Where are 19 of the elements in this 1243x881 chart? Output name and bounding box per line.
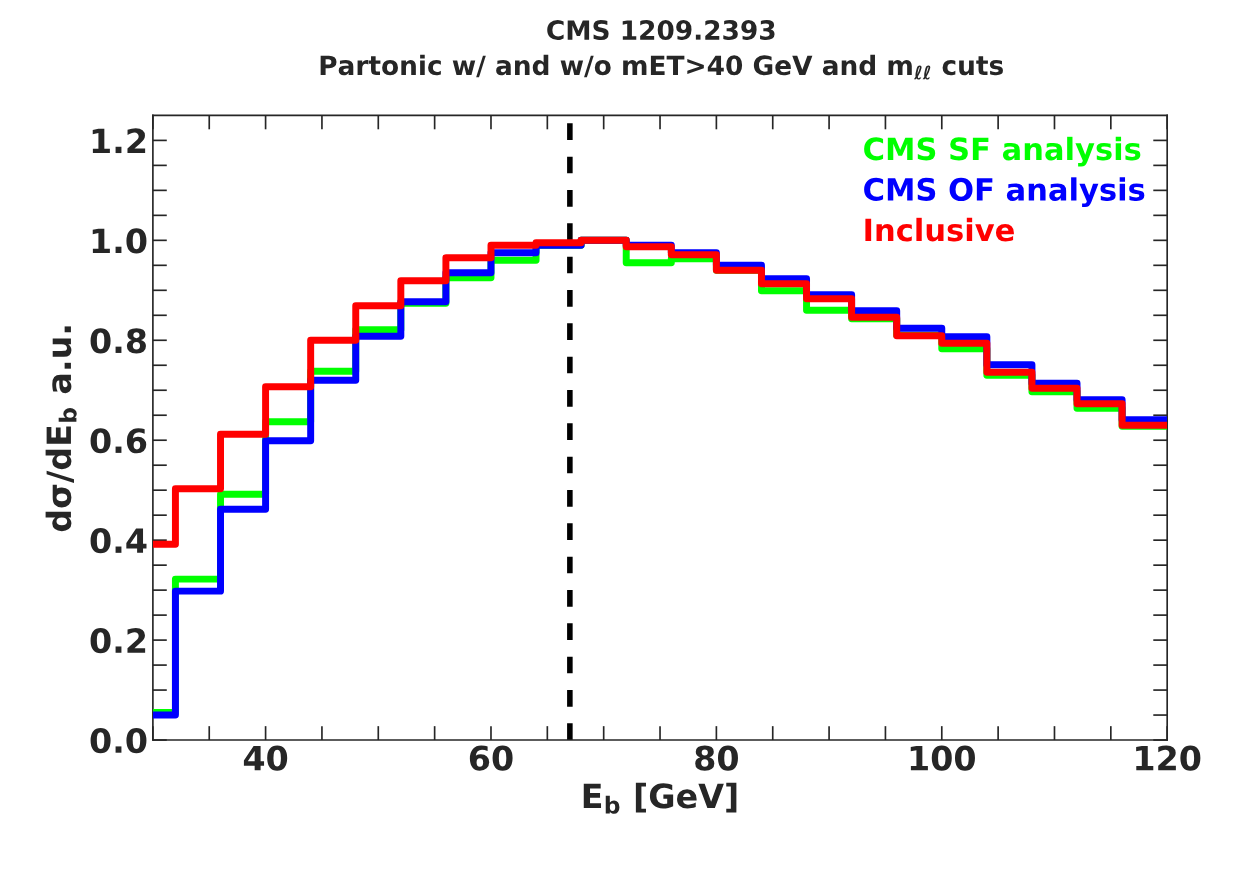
text: CMS OF analysis [864,177,1145,208]
y-tick-label: 0.4 [90,528,147,554]
y-axis-title: dσ/dE$_{b}$ a.u. [45,326,77,532]
x-tick-label: 100 [910,745,975,771]
y-tick-label: 0.8 [90,328,146,354]
y-tick-label: 1.2 [92,128,146,154]
x-tick-label: 60 [469,745,513,771]
x-tick-label: 40 [243,745,288,771]
x-tick-label: 120 [1136,745,1201,771]
text: CMS SF analysis [864,136,1141,167]
y-tick-label: 1.0 [92,228,147,254]
y-tick-label: 0.0 [90,727,147,754]
x-axis-title: E$_{b}$ [GeV] [583,782,737,814]
series-label: Inclusive [865,217,1014,242]
y-tick-label: 0.6 [90,428,147,454]
chart-title: CMS 1209.2393 [547,20,775,41]
y-tick-label: 0.2 [90,628,146,654]
x-tick-label: 80 [695,745,738,771]
chart-subtitle: Partonic w/ and w/o mET>40 GeV and m$_{ℓℓ}$ cuts [320,54,1003,80]
